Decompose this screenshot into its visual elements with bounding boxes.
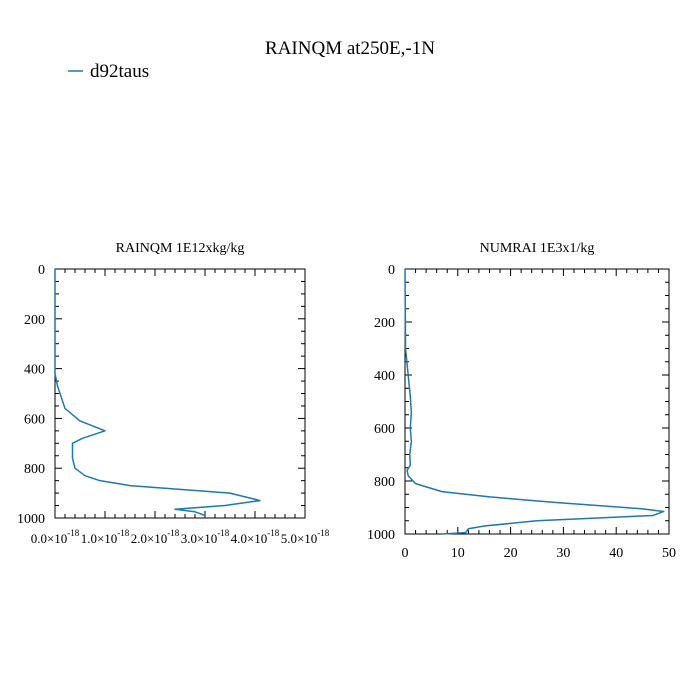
y-tick-label: 200 (24, 313, 45, 328)
x-tick-label: 10 (451, 546, 465, 561)
legend-label: d92taus (90, 61, 149, 82)
series-line-d92taus (404, 268, 665, 535)
y-tick-label: 1000 (17, 512, 45, 527)
x-tick-label-exponent: -18 (267, 528, 279, 538)
x-tick-label-base: 3.0×10 (181, 531, 218, 546)
x-tick-label-base: 5.0×10 (281, 531, 318, 546)
x-tick-label-base: 4.0×10 (231, 531, 268, 546)
y-tick-label: 600 (24, 412, 45, 427)
x-tick-label: 50 (662, 546, 676, 561)
x-tick-label: 20 (504, 546, 518, 561)
x-tick-label: 2.0×10-18 (131, 528, 180, 546)
y-tick-label: 800 (24, 462, 45, 477)
rainqm-panel: RAINQM 1E12xkg/kg020040060080010000.0×10… (17, 241, 330, 546)
panel-title: RAINQM 1E12xkg/kg (116, 241, 245, 256)
plot-frame (404, 268, 670, 535)
x-tick-label-base: 2.0×10 (131, 531, 168, 546)
x-tick-label: 3.0×10-18 (181, 528, 230, 546)
y-tick-label: 600 (374, 422, 395, 437)
x-tick-label-exponent: -18 (317, 528, 329, 538)
x-tick-label: 4.0×10-18 (231, 528, 280, 546)
x-tick-label: 5.0×10-18 (281, 528, 330, 546)
x-tick-label: 0.0×10-18 (31, 528, 80, 546)
plot-frame (54, 268, 306, 519)
y-tick-label: 0 (38, 263, 45, 278)
x-tick-label-base: 0.0×10 (31, 531, 68, 546)
series-line-d92taus (54, 269, 261, 517)
x-tick-label: 0 (402, 546, 409, 561)
panel-title: NUMRAI 1E3x1/kg (480, 241, 595, 256)
y-tick-label: 200 (374, 316, 395, 331)
y-tick-label: 400 (24, 363, 45, 378)
x-tick-label: 1.0×10-18 (81, 528, 130, 546)
y-tick-label: 1000 (367, 528, 395, 543)
y-tick-label: 0 (388, 263, 395, 278)
x-tick-label-exponent: -18 (117, 528, 129, 538)
y-tick-label: 800 (374, 475, 395, 490)
x-tick-label-exponent: -18 (167, 528, 179, 538)
x-tick-label: 40 (609, 546, 623, 561)
x-tick-label-exponent: -18 (217, 528, 229, 538)
legend: d92taus (68, 61, 149, 82)
figure-title: RAINQM at250E,-1N (265, 38, 435, 59)
x-tick-label-base: 1.0×10 (81, 531, 118, 546)
x-tick-label: 30 (556, 546, 570, 561)
x-tick-label-exponent: -18 (67, 528, 79, 538)
numrai-panel: NUMRAI 1E3x1/kg 0 200 400 600 800 1000 0 10 20 30 4… (367, 241, 676, 561)
y-tick-label: 400 (374, 369, 395, 384)
